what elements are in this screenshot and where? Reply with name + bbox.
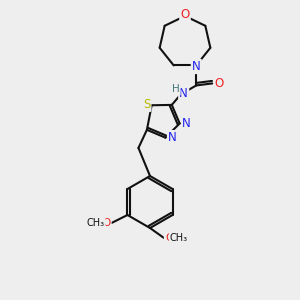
Text: N: N: [192, 60, 201, 73]
Text: CH₃: CH₃: [86, 218, 104, 228]
Text: O: O: [215, 77, 224, 90]
Text: O: O: [102, 218, 111, 228]
Text: S: S: [143, 98, 150, 111]
Text: N: N: [179, 87, 188, 100]
Text: O: O: [165, 233, 173, 243]
Text: N: N: [182, 117, 191, 130]
Text: O: O: [180, 8, 190, 22]
Text: H: H: [172, 84, 180, 94]
Text: CH₃: CH₃: [170, 233, 188, 243]
Text: N: N: [168, 131, 177, 144]
